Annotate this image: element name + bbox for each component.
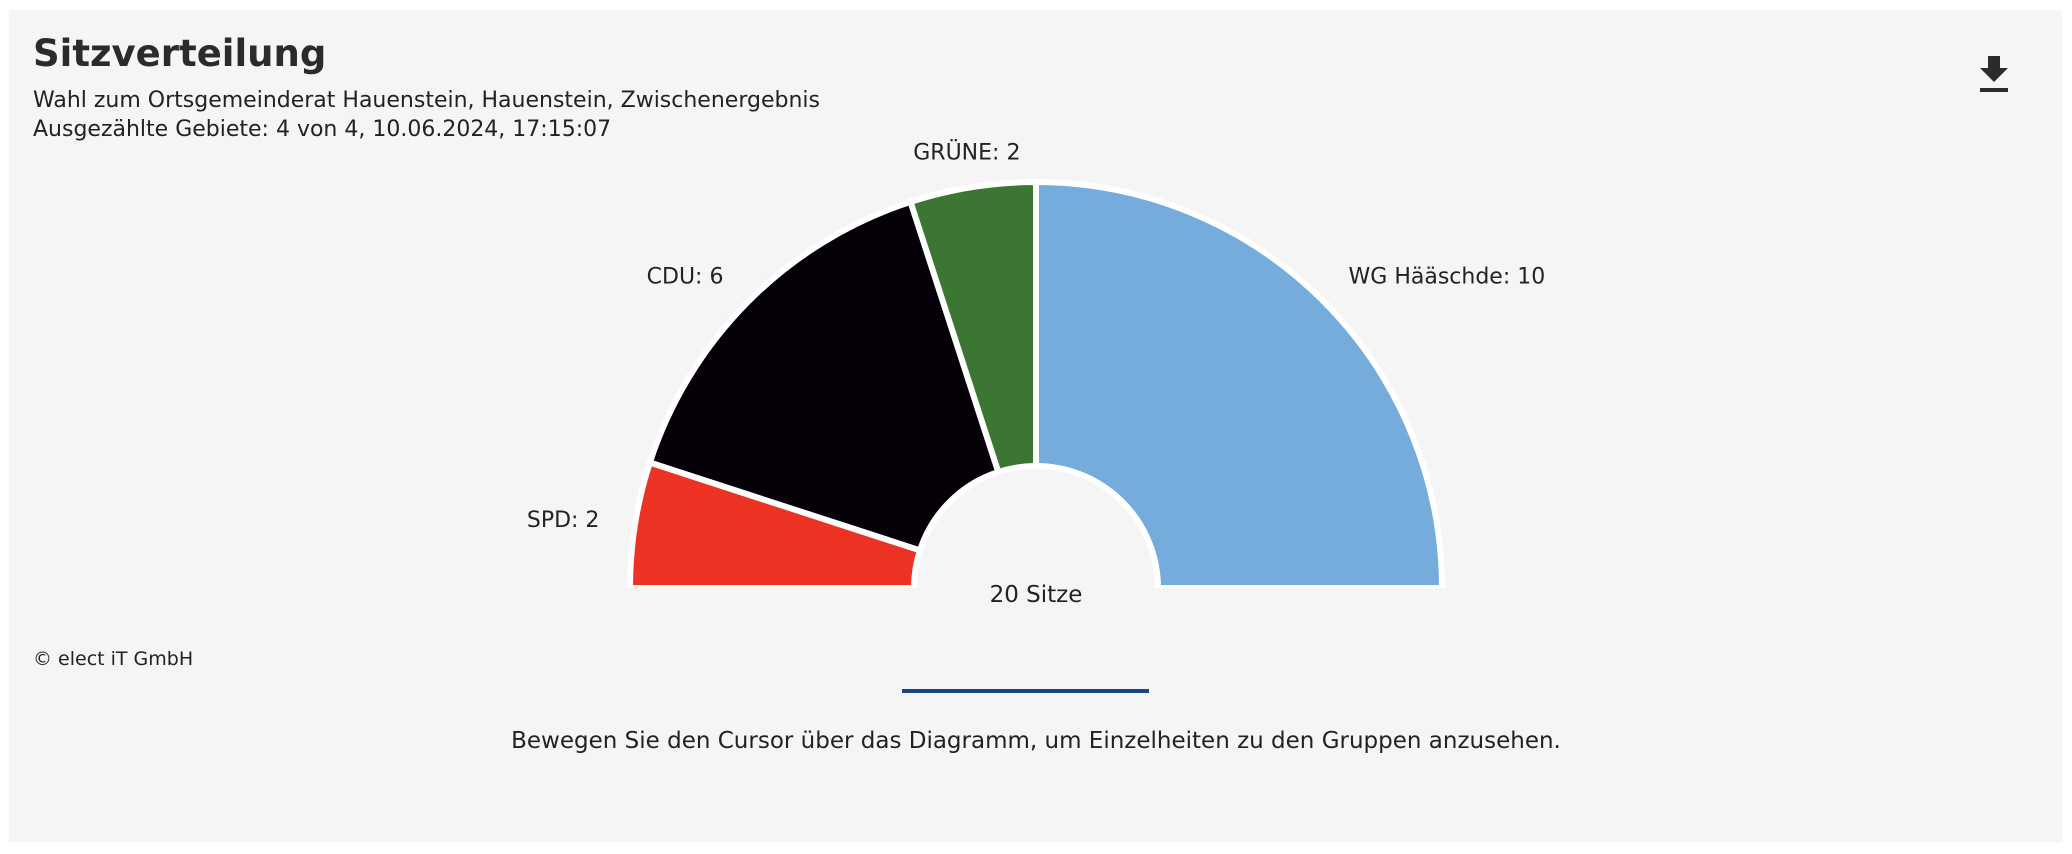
slice-label-cdu: CDU: 6 xyxy=(647,264,724,289)
total-seats-label: 20 Sitze xyxy=(990,582,1083,608)
slice-cdu[interactable] xyxy=(646,198,1003,555)
copyright-text: © elect iT GmbH xyxy=(33,648,194,670)
slice-label-grüne: GRÜNE: 2 xyxy=(913,139,1020,165)
subtitle-line-2: Ausgezählte Gebiete: 4 von 4, 10.06.2024… xyxy=(33,117,612,142)
chart-subtitle: Wahl zum Ortsgemeinderat Hauenstein, Hau… xyxy=(33,86,820,144)
slice-wg-hääschde[interactable] xyxy=(1033,178,1446,591)
baseline-mask xyxy=(620,588,1452,596)
page-title: Sitzverteilung xyxy=(33,32,327,75)
divider-line xyxy=(902,689,1149,693)
download-button[interactable] xyxy=(1970,44,2018,92)
slice-label-wg-hääschde: WG Hääschde: 10 xyxy=(1349,264,1546,289)
download-icon xyxy=(1980,56,2008,92)
subtitle-line-1: Wahl zum Ortsgemeinderat Hauenstein, Hau… xyxy=(33,88,820,113)
hover-hint: Bewegen Sie den Cursor über das Diagramm… xyxy=(511,728,1561,754)
slice-label-spd: SPD: 2 xyxy=(527,508,600,533)
